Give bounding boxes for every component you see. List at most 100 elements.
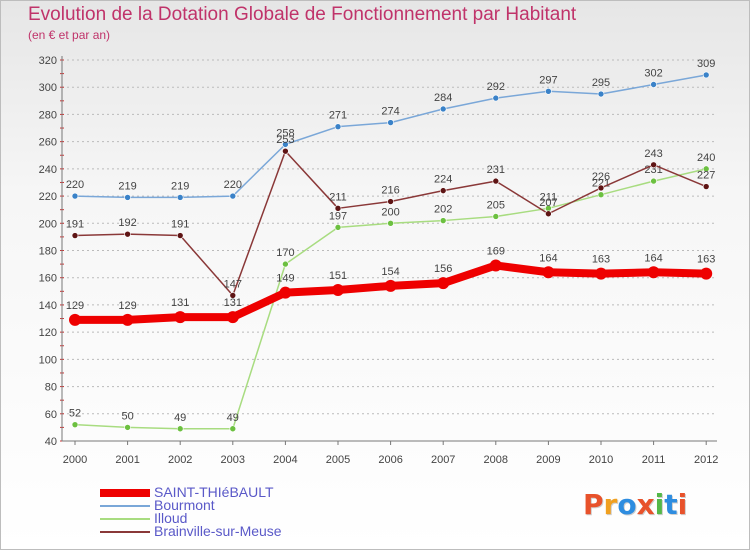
y-tick-label: 300	[39, 82, 57, 94]
data-label: 219	[118, 180, 136, 192]
data-point	[492, 213, 500, 220]
data-point	[439, 217, 447, 224]
data-point	[121, 313, 134, 326]
data-point	[334, 123, 342, 130]
logo-letter: r	[603, 488, 618, 521]
data-point	[176, 425, 184, 433]
data-label: 240	[697, 152, 715, 164]
data-label: 169	[487, 245, 505, 257]
data-point	[229, 425, 237, 433]
data-point	[176, 194, 184, 201]
x-tick-label: 2005	[326, 454, 350, 466]
y-tick-label: 40	[45, 436, 57, 448]
data-point	[384, 279, 397, 292]
data-label: 163	[592, 254, 610, 266]
data-point	[174, 311, 187, 324]
x-tick-label: 2011	[642, 454, 666, 466]
data-label: 202	[434, 204, 452, 216]
series-line	[74, 74, 707, 199]
data-label: 224	[434, 174, 452, 186]
y-tick-label: 200	[39, 218, 57, 230]
logo-letter: P	[583, 488, 604, 521]
data-point	[492, 177, 500, 185]
data-point	[702, 183, 710, 190]
data-label: 271	[329, 110, 347, 122]
y-tick-label: 80	[45, 382, 57, 394]
data-point	[650, 177, 657, 185]
logo-letter: i	[677, 488, 688, 521]
data-label: 147	[224, 278, 242, 290]
x-tick-label: 2002	[168, 454, 192, 466]
logo-letter: o	[617, 488, 637, 521]
data-point	[279, 286, 292, 299]
data-label: 227	[697, 170, 715, 182]
data-label: 205	[487, 199, 505, 211]
data-point	[71, 192, 79, 200]
data-point	[334, 205, 342, 212]
chart-title: Evolution de la Dotation Globale de Fonc…	[28, 4, 577, 25]
data-label: 219	[171, 180, 189, 192]
data-label: 231	[487, 164, 505, 176]
data-point	[229, 192, 237, 200]
data-label: 284	[434, 92, 452, 104]
data-label: 274	[381, 106, 399, 118]
data-point	[437, 277, 450, 290]
legend-item-brainville: Brainville-sur-Meuse	[100, 523, 360, 539]
data-label: 220	[66, 179, 84, 191]
data-point	[647, 266, 660, 279]
legend-label: SAINT-THIéBAULT	[154, 484, 274, 500]
data-label: 191	[171, 219, 189, 231]
y-tick-label: 220	[39, 191, 57, 203]
data-point	[282, 147, 289, 155]
data-label: 163	[697, 254, 715, 266]
data-point	[387, 198, 394, 205]
legend-swatch	[100, 489, 150, 497]
data-point	[702, 71, 710, 79]
data-point	[229, 292, 237, 299]
chart-subtitle: (en € et par an)	[28, 28, 111, 42]
data-label: 131	[171, 297, 189, 309]
x-tick-label: 2009	[536, 454, 560, 466]
legend-label: Brainville-sur-Meuse	[154, 523, 282, 539]
data-label: 191	[66, 219, 84, 231]
y-tick-label: 260	[39, 137, 57, 149]
data-label: 149	[276, 273, 294, 285]
data-label: 220	[224, 179, 242, 191]
x-tick-label: 2001	[115, 454, 139, 466]
data-label: 170	[276, 247, 294, 259]
data-label: 164	[644, 252, 662, 264]
logo-letter: x	[636, 488, 655, 521]
data-point	[702, 165, 710, 173]
data-point	[332, 283, 344, 296]
legend-swatch	[100, 505, 150, 507]
x-tick-label: 2003	[221, 454, 245, 466]
data-label: 302	[644, 67, 662, 79]
data-point	[226, 311, 239, 324]
x-tick-label: 2008	[484, 454, 508, 466]
data-label: 164	[539, 252, 557, 264]
legend-item-saint-thiebault: SAINT-THIéBAULT	[100, 484, 360, 500]
data-label: 297	[539, 74, 557, 86]
x-tick-label: 2012	[694, 454, 718, 466]
legend: SAINT-THIéBAULT Bourmont Illoud Brainvil…	[100, 484, 360, 539]
data-label: 131	[224, 297, 242, 309]
data-label: 192	[118, 217, 136, 229]
data-point	[387, 219, 394, 227]
data-label: 309	[697, 58, 715, 70]
legend-swatch	[100, 518, 150, 520]
x-tick-label: 2010	[589, 454, 613, 466]
logo-letter: i	[654, 488, 665, 521]
data-point	[71, 421, 79, 428]
data-label: 211	[329, 191, 347, 203]
logo-letter: t	[664, 488, 678, 521]
data-point	[650, 161, 657, 169]
data-label: 49	[174, 412, 186, 424]
data-point	[700, 267, 713, 280]
y-tick-label: 180	[39, 246, 57, 258]
legend-item-illoud: Illoud	[100, 510, 360, 526]
legend-swatch	[100, 531, 150, 533]
x-tick-label: 2004	[273, 454, 297, 466]
data-label: 226	[592, 171, 610, 183]
legend-label: Illoud	[154, 510, 188, 526]
data-label: 200	[381, 206, 399, 218]
